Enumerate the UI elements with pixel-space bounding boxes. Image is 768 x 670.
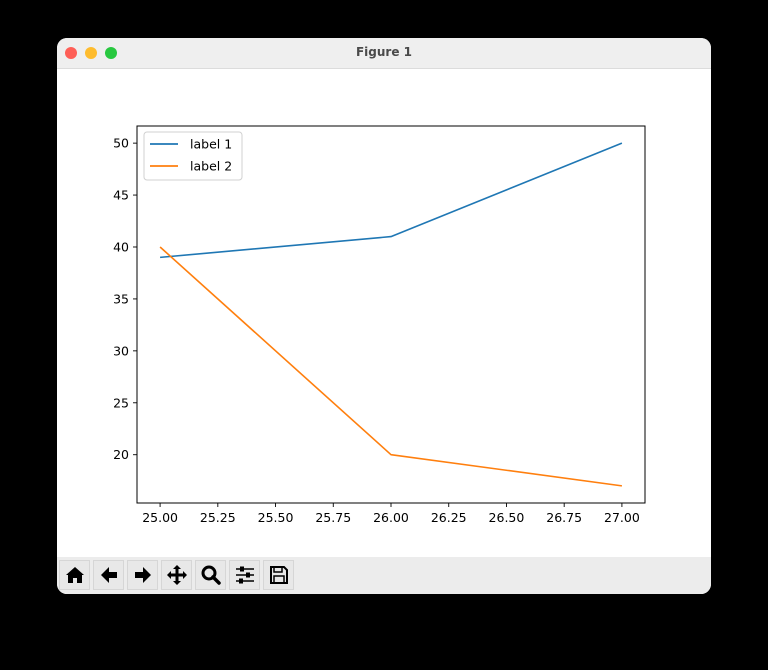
x-tick-label: 25.50	[258, 510, 294, 525]
navigation-toolbar	[57, 557, 711, 594]
title-bar: Figure 1	[57, 38, 711, 69]
y-tick-label: 25	[113, 395, 129, 410]
y-tick-label: 40	[113, 239, 129, 254]
sliders-icon	[235, 566, 254, 584]
minimize-button[interactable]	[85, 47, 97, 59]
x-tick-label: 25.75	[315, 510, 351, 525]
configure-subplots-button[interactable]	[229, 560, 260, 590]
arrow-left-icon	[100, 567, 117, 583]
move-icon	[166, 565, 187, 585]
figure-canvas: 25.00 25.25 25.50 25.75 26.00 26.25 26.50 26.75…	[57, 69, 711, 557]
line-chart: 25.00 25.25 25.50 25.75 26.00 26.25 26.50 26.75…	[113, 125, 646, 525]
y-tick-label: 20	[113, 447, 129, 462]
axes-frame	[136, 125, 646, 504]
y-tick-label: 35	[113, 291, 129, 306]
y-tick-label: 50	[113, 136, 129, 151]
pan-button[interactable]	[161, 560, 192, 590]
series-line-2	[159, 246, 623, 487]
x-tick-label: 26.25	[431, 510, 467, 525]
y-tick-label: 45	[113, 188, 129, 203]
arrow-right-icon	[134, 567, 151, 583]
x-tick-label: 25.25	[200, 510, 236, 525]
x-tick-label: 27.00	[604, 510, 640, 525]
legend-label-2: label 2	[190, 159, 232, 174]
x-tick-label: 26.75	[546, 510, 582, 525]
home-icon	[65, 567, 84, 583]
back-button[interactable]	[93, 560, 124, 590]
forward-button[interactable]	[127, 560, 158, 590]
close-button[interactable]	[65, 47, 77, 59]
home-button[interactable]	[59, 560, 90, 590]
magnifier-icon	[201, 565, 221, 585]
y-tick-label: 30	[113, 343, 129, 358]
zoom-button[interactable]	[105, 47, 117, 59]
x-tick-label: 26.00	[373, 510, 409, 525]
figure-window: Figure 1 25.00 25.25 25.50 25.75 26.00 26.25 2…	[57, 38, 711, 594]
legend-label-1: label 1	[190, 137, 232, 152]
save-button[interactable]	[263, 560, 294, 590]
window-title: Figure 1	[355, 45, 413, 59]
x-tick-label: 25.00	[142, 510, 178, 525]
zoom-rect-button[interactable]	[195, 560, 226, 590]
x-tick-label: 26.50	[489, 510, 525, 525]
series-line-1	[160, 142, 623, 259]
floppy-disk-icon	[269, 566, 288, 584]
